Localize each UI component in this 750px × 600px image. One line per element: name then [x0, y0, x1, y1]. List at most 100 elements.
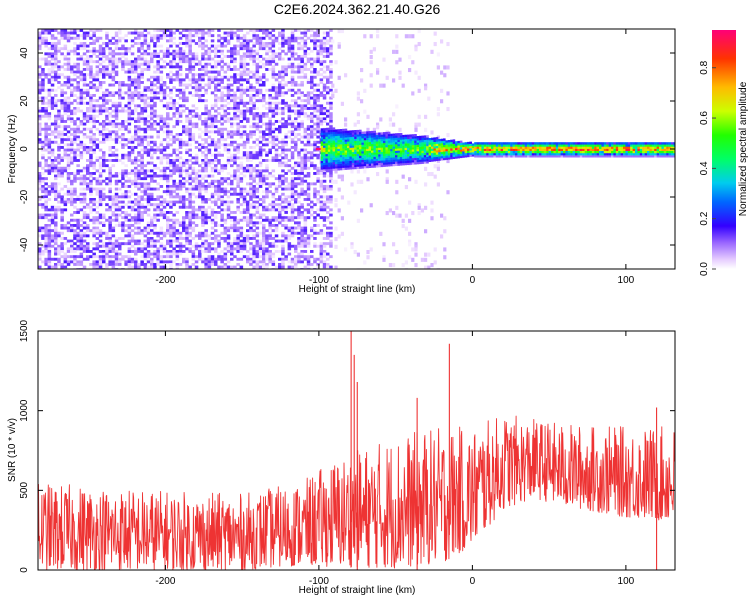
spectrogram-cell	[82, 57, 87, 61]
spectrogram-cell	[143, 94, 148, 97]
spectrogram-cell	[223, 143, 228, 147]
spectrogram-cell	[271, 156, 276, 160]
spectrogram-cell	[204, 31, 208, 35]
spectrogram-cell	[150, 244, 154, 248]
spectrogram-cell	[300, 81, 304, 84]
spectrogram-cell	[356, 112, 360, 117]
spectrogram-cell	[50, 70, 55, 74]
spectrogram-cell	[38, 81, 42, 84]
spectrogram-cell	[252, 42, 256, 45]
spectrogram-cell	[290, 153, 295, 157]
spectrogram-cell	[310, 107, 314, 110]
spectrogram-cell	[258, 29, 263, 32]
spectrogram-cell	[274, 143, 279, 147]
spectrogram-cell	[111, 55, 116, 58]
spectrogram-cell	[134, 94, 138, 97]
spectrogram-cell	[360, 208, 364, 213]
spectrogram-cell	[172, 226, 176, 230]
spectrogram-cell	[306, 117, 311, 121]
spectrogram-cell	[150, 140, 154, 144]
spectrogram-cell	[162, 153, 167, 157]
spectrogram-cell	[268, 159, 272, 162]
spectrogram-cell	[220, 91, 224, 95]
spectrogram-cell	[310, 229, 314, 233]
spectrogram-cell	[239, 166, 244, 170]
spectrogram-cell	[143, 187, 148, 191]
spectrogram-cell	[159, 78, 164, 82]
spectrogram-cell	[121, 211, 125, 214]
spectrogram-cell	[182, 200, 186, 204]
spectrogram-cell	[300, 135, 304, 139]
spectrogram-cell	[89, 159, 93, 162]
spectrogram-cell	[191, 29, 196, 32]
spectrogram-cell	[44, 112, 48, 116]
spectrogram-cell	[194, 73, 199, 77]
spectrogram-cell	[172, 229, 176, 233]
spectrogram-cell	[175, 229, 180, 233]
spectrogram-cell	[300, 140, 304, 144]
spectrogram-cell	[300, 179, 304, 183]
spectrogram-cell	[54, 125, 58, 129]
spectrogram-cell	[146, 60, 151, 64]
spectrogram-cell	[89, 192, 93, 196]
spectrogram-cell	[246, 44, 250, 48]
spectrogram-cell	[38, 250, 42, 253]
spectrogram-cell	[310, 234, 314, 238]
spectrogram-cell	[258, 78, 263, 82]
spectrogram-cell	[38, 122, 42, 126]
spectrogram-cell	[172, 151, 176, 155]
spectrogram-cell	[271, 182, 276, 186]
spectrogram-cell	[92, 133, 96, 136]
spectrogram-cell	[153, 203, 157, 207]
spectrogram-cell	[41, 107, 45, 110]
spectrogram-cell	[262, 81, 266, 84]
spectrogram-cell	[185, 42, 189, 45]
spectrogram-cell	[108, 247, 112, 251]
spectrogram-cell	[44, 57, 48, 61]
spectrogram-cell	[143, 226, 148, 230]
spectrogram-cell	[223, 127, 228, 131]
spectrogram-cell	[226, 62, 231, 66]
spectrogram-cell	[226, 213, 231, 217]
spectrogram-cell	[265, 68, 269, 71]
spectrogram-cell	[111, 70, 116, 74]
spectrogram-cell	[214, 247, 218, 251]
spectrogram-cell	[156, 239, 160, 243]
spectrogram-cell	[281, 49, 285, 53]
spectrogram-cell	[153, 36, 157, 40]
spectrogram-cell	[166, 153, 170, 157]
spectrogram-cell	[242, 109, 247, 113]
spectrogram-cell	[70, 112, 74, 116]
spectrogram-cell	[98, 239, 103, 243]
spectrogram-cell	[376, 34, 380, 39]
spectrogram-cell	[226, 112, 231, 116]
spectrogram-cell	[73, 231, 77, 235]
spectrogram-cell	[294, 81, 298, 84]
spectrogram-cell	[242, 133, 247, 136]
spectrogram-cell	[188, 130, 192, 134]
spectrogram-cell	[303, 112, 308, 116]
spectrogram-cell	[54, 114, 58, 118]
spectrogram-cell	[281, 34, 285, 38]
spectrogram-cell	[47, 133, 52, 136]
spectrogram-cell	[226, 265, 231, 269]
spectrogram-cell	[98, 96, 103, 100]
spectrogram-cell	[143, 34, 148, 38]
spectrogram-cell	[134, 260, 138, 264]
spectrogram-cell	[137, 75, 141, 79]
spectrogram-cell	[334, 244, 338, 249]
spectrogram-cell	[278, 218, 282, 222]
spectrogram-cell	[290, 231, 295, 235]
spectrogram-cell	[127, 138, 132, 142]
spectrogram-cell	[153, 96, 157, 100]
spectrogram-cell	[47, 88, 52, 92]
spectrogram-cell	[44, 101, 48, 105]
spectrogram-cell	[303, 166, 308, 170]
spectrogram-cell	[191, 55, 196, 58]
spectrogram-cell	[86, 34, 90, 38]
spectrogram-cell	[239, 161, 244, 165]
spectrogram-cell	[134, 42, 138, 45]
spectrogram-cell	[271, 260, 276, 264]
spectrogram-cell	[201, 177, 205, 181]
spectrogram-cell	[223, 70, 228, 74]
